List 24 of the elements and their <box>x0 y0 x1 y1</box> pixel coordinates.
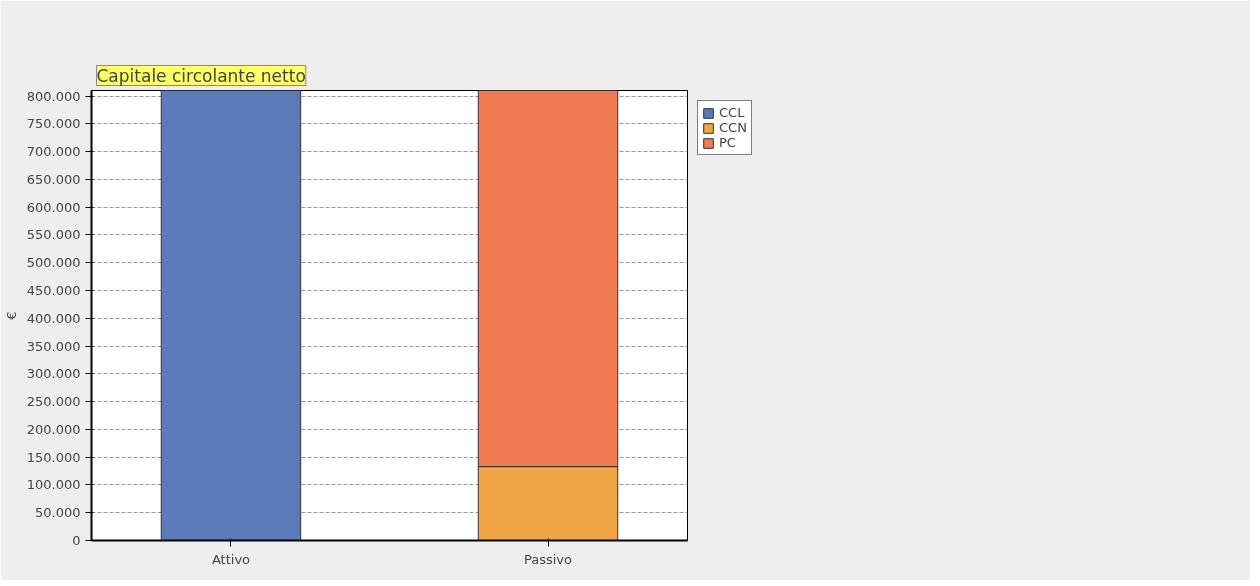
y-tick-label: 150.000 <box>26 449 81 465</box>
y-tick-label: 550.000 <box>26 227 81 243</box>
y-tick-label: 300.000 <box>26 366 81 382</box>
legend-label: CCL <box>719 105 745 120</box>
y-tick-label: 200.000 <box>26 421 81 437</box>
y-tick-label: 600.000 <box>26 199 81 215</box>
y-tick-label: 50.000 <box>35 505 81 521</box>
y-tick-label: 450.000 <box>26 283 81 298</box>
y-tick-label: 250.000 <box>26 394 81 410</box>
chart-title: Capitale circolante netto <box>96 65 306 86</box>
y-tick-label: 400.000 <box>26 310 81 326</box>
y-tick-label: 500.000 <box>26 255 81 271</box>
x-tick-label: Passivo <box>524 551 573 567</box>
y-tick-label: 650.000 <box>26 171 81 187</box>
y-tick-label: 800.000 <box>26 88 81 104</box>
y-tick-label: 700.000 <box>26 144 81 160</box>
y-axis-title: € <box>3 311 19 320</box>
y-tick-label: 350.000 <box>26 338 81 354</box>
legend-label: PC <box>719 135 737 150</box>
y-tick-label: 750.000 <box>26 116 81 132</box>
y-tick-label: 100.000 <box>26 477 81 493</box>
legend-label: CCN <box>719 120 747 135</box>
x-tick-label: Attivo <box>211 551 251 567</box>
y-tick-label: 0 <box>72 533 81 548</box>
